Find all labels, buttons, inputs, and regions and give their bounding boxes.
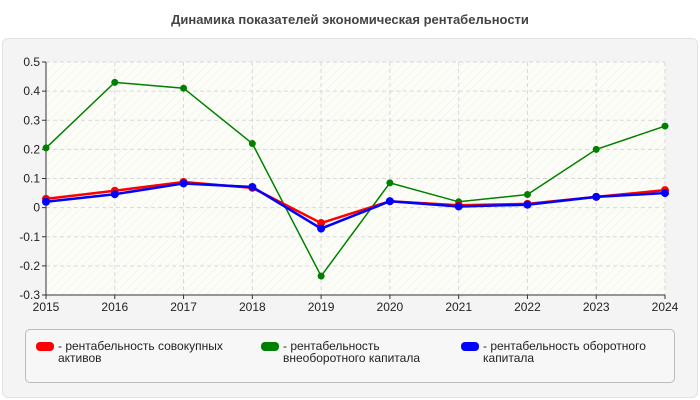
- x-tick-label: 2021: [445, 300, 472, 314]
- y-tick-label: 0: [33, 201, 40, 215]
- data-point: [386, 179, 394, 187]
- data-point: [523, 200, 532, 209]
- x-tick-label: 2024: [652, 300, 679, 314]
- data-point: [523, 191, 531, 199]
- data-point: [42, 144, 50, 152]
- legend-item-fixed-capital: - рентабельность внеоборотного капитала: [261, 340, 451, 364]
- legend-item-total-assets: - рентабельность совокупных активов: [36, 340, 251, 364]
- data-point: [592, 145, 600, 153]
- data-point: [317, 224, 326, 233]
- data-point: [179, 179, 188, 188]
- legend-swatch: [36, 342, 54, 351]
- chart-title: Динамика показателей экономическая рента…: [171, 12, 529, 27]
- y-tick-label: 0.4: [23, 84, 40, 98]
- data-point: [42, 197, 50, 206]
- y-tick-label: 0.3: [23, 113, 40, 127]
- y-tick-label: -0.3: [19, 288, 40, 302]
- data-point: [180, 84, 188, 92]
- legend-swatch: [261, 342, 279, 351]
- data-point: [317, 219, 326, 228]
- y-tick-label: -0.1: [19, 230, 40, 244]
- data-point: [592, 192, 601, 201]
- x-tick-label: 2023: [583, 300, 610, 314]
- x-tick-label: 2018: [239, 300, 266, 314]
- data-point: [248, 140, 256, 148]
- x-tick-label: 2022: [514, 300, 541, 314]
- y-tick-label: -0.2: [19, 259, 40, 273]
- series-line: [45, 182, 666, 230]
- data-point: [454, 202, 463, 211]
- y-tick-label: 0.1: [23, 172, 40, 186]
- data-point: [385, 197, 394, 206]
- data-point: [661, 189, 669, 198]
- x-tick-label: 2016: [101, 300, 128, 314]
- legend: - рентабельность совокупных активов - ре…: [25, 329, 675, 383]
- data-point: [248, 182, 257, 191]
- series-line: [45, 81, 666, 278]
- y-tick-label: 0.2: [23, 142, 40, 156]
- x-tick-label: 2019: [308, 300, 335, 314]
- data-point: [317, 272, 325, 280]
- legend-label: - рентабельность внеоборотного капитала: [283, 339, 420, 365]
- legend-label: - рентабельность совокупных активов: [58, 339, 223, 365]
- x-tick-label: 2020: [377, 300, 404, 314]
- data-point: [111, 78, 119, 86]
- x-tick-label: 2017: [170, 300, 197, 314]
- data-point: [110, 190, 119, 199]
- legend-swatch: [461, 342, 479, 351]
- x-tick-label: 2015: [33, 300, 60, 314]
- y-tick-label: 0.5: [23, 55, 40, 69]
- legend-label: - рентабельность оборотного капитала: [483, 339, 646, 365]
- data-point: [661, 122, 669, 130]
- legend-item-working-capital: - рентабельность оборотного капитала: [461, 340, 666, 364]
